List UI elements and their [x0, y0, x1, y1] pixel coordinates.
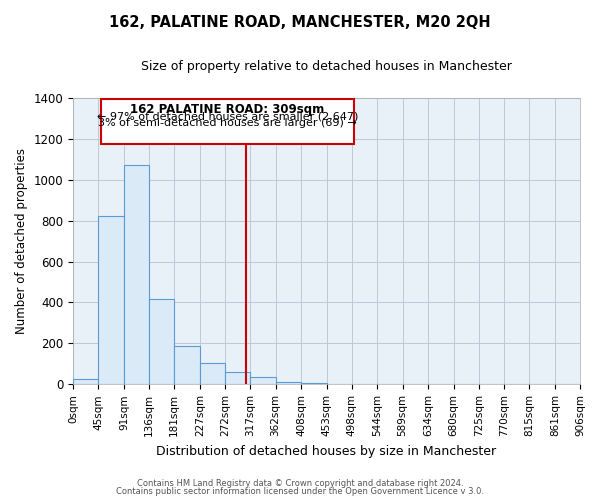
- Bar: [73, 379, 98, 384]
- FancyBboxPatch shape: [101, 99, 354, 144]
- Text: 162 PALATINE ROAD: 309sqm: 162 PALATINE ROAD: 309sqm: [130, 103, 325, 116]
- Text: 162, PALATINE ROAD, MANCHESTER, M20 2QH: 162, PALATINE ROAD, MANCHESTER, M20 2QH: [109, 15, 491, 30]
- Text: Contains public sector information licensed under the Open Government Licence v : Contains public sector information licen…: [116, 487, 484, 496]
- Y-axis label: Number of detached properties: Number of detached properties: [15, 148, 28, 334]
- Text: ← 97% of detached houses are smaller (2,647): ← 97% of detached houses are smaller (2,…: [97, 112, 358, 122]
- Bar: [200, 363, 225, 384]
- Bar: [149, 300, 175, 384]
- Bar: [250, 377, 275, 384]
- X-axis label: Distribution of detached houses by size in Manchester: Distribution of detached houses by size …: [157, 444, 497, 458]
- Title: Size of property relative to detached houses in Manchester: Size of property relative to detached ho…: [141, 60, 512, 73]
- Bar: [124, 166, 149, 384]
- Bar: [175, 346, 200, 385]
- Text: 3% of semi-detached houses are larger (69) →: 3% of semi-detached houses are larger (6…: [98, 118, 357, 128]
- Bar: [225, 372, 250, 384]
- Text: Contains HM Land Registry data © Crown copyright and database right 2024.: Contains HM Land Registry data © Crown c…: [137, 478, 463, 488]
- Bar: [98, 216, 124, 384]
- Bar: [275, 382, 301, 384]
